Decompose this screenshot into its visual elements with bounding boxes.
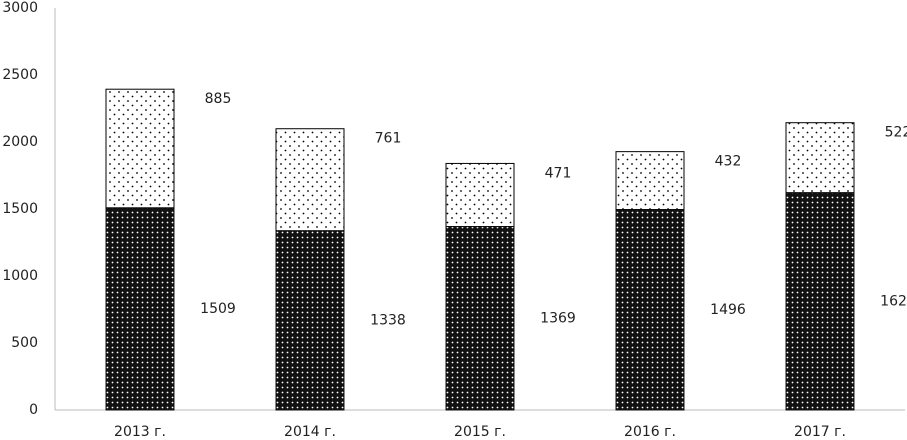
y-tick-label: 1500 [2,201,38,217]
bar-segment [785,122,855,194]
y-tick-label: 1000 [2,268,38,284]
bar-segment [615,151,685,211]
data-label: 1338 [370,312,406,328]
data-label: 432 [715,154,742,170]
data-label: 471 [545,165,572,181]
bar-segment [275,128,345,232]
bar-segment [275,230,345,411]
bar-segment [785,192,855,411]
bar-segment [105,207,175,411]
data-label: 1509 [200,301,236,317]
bar-segment [445,226,515,411]
y-tick-label: 2500 [2,67,38,83]
data-label: 522 [885,125,907,141]
data-label: 761 [375,131,402,147]
x-tick-label: 2016 г. [624,424,676,440]
data-label: 885 [205,91,232,107]
x-tick-label: 2015 г. [454,424,506,440]
y-tick-label: 2000 [2,134,38,150]
x-tick-label: 2017 г. [794,424,846,440]
x-tick-label: 2014 г. [284,424,336,440]
data-label: 1369 [540,310,576,326]
y-tick-label: 3000 [2,0,38,16]
y-tick-label: 0 [29,402,38,418]
y-tick-label: 500 [11,335,38,351]
bar-segment [445,162,515,228]
data-label: 1622 [880,293,907,309]
bar-segment [105,88,175,209]
data-label: 1496 [710,302,746,318]
x-tick-label: 2013 г. [114,424,166,440]
bar-segment [615,209,685,411]
